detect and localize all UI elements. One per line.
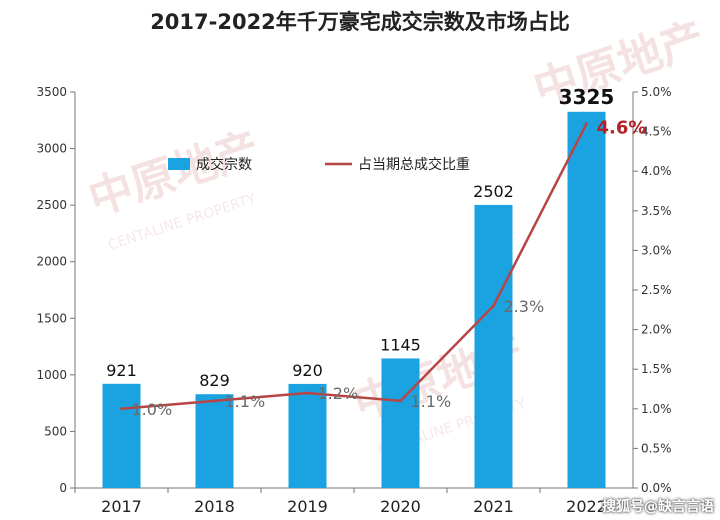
line-value-label: 4.6%	[597, 118, 647, 139]
bar	[102, 383, 141, 488]
y-right-tick-label: 0.0%	[641, 481, 672, 495]
x-tick-label: 2020	[380, 497, 421, 516]
line-value-label: 1.2%	[318, 384, 359, 403]
bar-value-label: 920	[292, 361, 323, 380]
bar	[381, 358, 420, 488]
chart-title: 2017-2022年千万豪宅成交宗数及市场占比	[150, 10, 570, 34]
y-right-tick-label: 5.0%	[641, 85, 672, 99]
y-right-tick-label: 1.0%	[641, 402, 672, 416]
y-right-tick-label: 3.5%	[641, 204, 672, 218]
y-right-tick-label: 2.0%	[641, 323, 672, 337]
legend-swatch-bar	[168, 158, 190, 170]
bar-value-label: 1145	[380, 335, 421, 354]
bar-value-label: 2502	[473, 182, 514, 201]
y-left-tick-label: 1500	[36, 311, 67, 325]
y-right-tick-label: 3.0%	[641, 243, 672, 257]
y-right-tick-label: 1.5%	[641, 362, 672, 376]
bar-value-label: 921	[106, 361, 137, 380]
legend-label-line: 占当期总成交比重	[358, 156, 470, 173]
y-left-tick-label: 2000	[36, 255, 67, 269]
footer-watermark: 搜狐号@缺言言语	[602, 499, 714, 515]
line-value-label: 1.0%	[132, 400, 173, 419]
bar	[567, 111, 606, 489]
y-left-tick-label: 3500	[36, 85, 67, 99]
y-left-tick-label: 0	[59, 481, 67, 495]
y-left-tick-label: 3000	[36, 142, 67, 156]
data-labels: 921 829 920 1145 2502 3325 1.0% 1.1% 1.2% 1.1% 2.3…	[106, 85, 646, 419]
x-tick-label: 2019	[287, 497, 328, 516]
x-tick-label: 2017	[101, 497, 142, 516]
legend-label-bar: 成交宗数	[196, 156, 252, 173]
y-left-tick-label: 1000	[36, 368, 67, 382]
line-path	[121, 123, 588, 411]
line-point	[492, 304, 495, 308]
line-point	[399, 399, 402, 403]
line-point	[120, 407, 123, 411]
line-value-label: 1.1%	[411, 392, 452, 411]
y-right-tick-label: 2.5%	[641, 283, 672, 297]
y-right-tick-label: 0.5%	[641, 441, 672, 455]
bar-value-label: 3325	[559, 85, 615, 109]
bar	[288, 383, 327, 488]
watermark-brand-2: 中原地产	[528, 13, 711, 116]
line-point	[213, 399, 216, 403]
line-series	[120, 122, 588, 411]
x-tick-label: 2022	[566, 497, 607, 516]
bar	[195, 394, 234, 488]
line-point	[585, 122, 588, 126]
bar-value-label: 829	[199, 371, 230, 390]
line-value-label: 2.3%	[504, 297, 545, 316]
line-value-label: 1.1%	[225, 392, 266, 411]
bar	[474, 204, 513, 488]
x-tick-label: 2021	[473, 497, 514, 516]
line-point	[306, 391, 309, 395]
y-left-tick-label: 2500	[36, 198, 67, 212]
x-tick-label: 2018	[194, 497, 235, 516]
y-left-tick-label: 500	[44, 424, 67, 438]
axes: 0 500 1000 1500 2000 2500 3000 3500 0.0% 0.5% 1.0%…	[36, 85, 671, 516]
bar-series	[102, 111, 606, 489]
y-right-tick-label: 4.5%	[641, 125, 672, 139]
y-right-tick-label: 4.0%	[641, 164, 672, 178]
legend: 成交宗数 占当期总成交比重	[168, 156, 470, 173]
